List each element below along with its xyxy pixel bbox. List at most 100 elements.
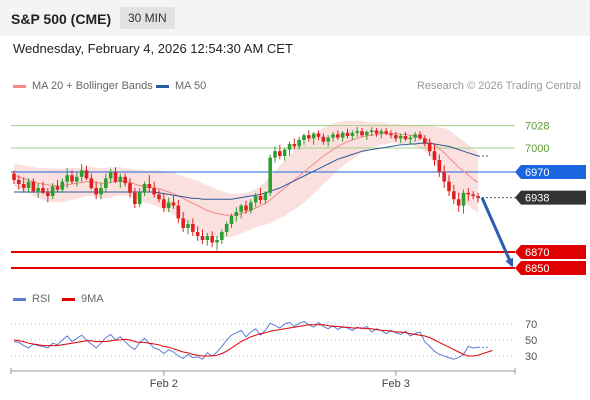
candle-body bbox=[268, 157, 272, 193]
candle-body bbox=[55, 186, 60, 190]
candle-body bbox=[123, 176, 127, 184]
candle-body bbox=[26, 181, 31, 188]
candles bbox=[12, 127, 480, 251]
candle-body bbox=[220, 232, 224, 240]
header-bar: S&P 500 (CME) 30 MIN bbox=[0, 0, 590, 36]
legend-rsi-swatch bbox=[13, 297, 26, 301]
candle-body bbox=[442, 172, 446, 182]
timeframe-button[interactable]: 30 MIN bbox=[120, 7, 175, 29]
source-credit: Research © 2026 Trading Central bbox=[416, 80, 581, 92]
forecast-arrow-head bbox=[505, 257, 514, 268]
candle-body bbox=[31, 181, 36, 192]
candle-body bbox=[12, 173, 16, 180]
rsi-line bbox=[13, 321, 479, 360]
candle-body bbox=[466, 192, 471, 195]
candle-body bbox=[384, 131, 388, 134]
candle-body bbox=[234, 212, 239, 216]
candle-body bbox=[413, 134, 417, 138]
level-tag-text-6850: 6850 bbox=[525, 263, 549, 275]
level-tag-text-6938: 6938 bbox=[525, 193, 549, 205]
legend-rsi-ma-swatch bbox=[62, 297, 75, 301]
candle-body bbox=[133, 192, 137, 204]
candle-body bbox=[89, 178, 94, 188]
candle-body bbox=[287, 144, 292, 150]
candle-body bbox=[229, 216, 234, 224]
candle-body bbox=[215, 240, 219, 243]
candle-body bbox=[437, 160, 442, 172]
level-tag-text-6970: 6970 bbox=[525, 167, 549, 179]
candle-body bbox=[99, 188, 103, 195]
candle-body bbox=[181, 218, 185, 228]
candle-body bbox=[307, 135, 311, 139]
legend-rsi: RSI bbox=[13, 293, 50, 305]
candle-body bbox=[379, 131, 384, 134]
candle-body bbox=[447, 181, 451, 192]
candle-body bbox=[84, 170, 89, 179]
legend-rsi-ma: 9MA bbox=[62, 293, 104, 305]
candle-body bbox=[456, 199, 461, 206]
legend-ma20-label: MA 20 + Bollinger Bands bbox=[32, 80, 153, 92]
forecast-arrow-shaft bbox=[480, 196, 514, 267]
level-tag-6850 bbox=[515, 261, 586, 275]
candle-body bbox=[104, 178, 108, 188]
candle-body bbox=[210, 236, 214, 243]
candle-body bbox=[471, 194, 475, 196]
candle-body bbox=[427, 143, 432, 152]
candle-body bbox=[292, 144, 297, 147]
candle-body bbox=[360, 131, 364, 136]
x-tick-label: Feb 3 bbox=[382, 378, 410, 390]
candle-body bbox=[249, 202, 253, 211]
candle-body bbox=[166, 202, 171, 208]
candle-body bbox=[369, 130, 374, 132]
candle-body bbox=[244, 205, 248, 211]
candle-body bbox=[191, 224, 195, 232]
rsi-tick-70: 70 bbox=[525, 319, 537, 331]
candle-body bbox=[50, 186, 55, 196]
level-tag-6970 bbox=[515, 165, 586, 179]
candle-body bbox=[137, 192, 142, 204]
rsi-tick-50: 50 bbox=[525, 335, 537, 347]
candle-body bbox=[94, 188, 98, 195]
candle-body bbox=[297, 140, 301, 147]
candle-body bbox=[108, 172, 113, 179]
candle-body bbox=[17, 180, 21, 184]
candle-body bbox=[345, 132, 350, 136]
candle-body bbox=[253, 196, 258, 203]
candle-body bbox=[70, 175, 74, 182]
candle-body bbox=[36, 188, 40, 192]
candle-body bbox=[311, 133, 316, 139]
candle-body bbox=[316, 133, 321, 137]
ma50-line bbox=[14, 142, 479, 200]
candle-body bbox=[331, 134, 335, 138]
candle-body bbox=[408, 137, 413, 140]
candle-body bbox=[75, 176, 79, 182]
candle-body bbox=[195, 232, 200, 236]
candle-body bbox=[273, 151, 277, 158]
candle-body bbox=[394, 135, 398, 139]
candle-body bbox=[142, 184, 147, 192]
level-label-7028: 7028 bbox=[525, 121, 549, 133]
candle-body bbox=[476, 196, 480, 198]
candle-body bbox=[418, 134, 422, 139]
legend-rsi-label: RSI bbox=[32, 293, 51, 305]
candle-body bbox=[65, 175, 69, 182]
rsi-tick-30: 30 bbox=[525, 351, 537, 363]
bollinger-band bbox=[14, 120, 478, 238]
candle-body bbox=[452, 191, 456, 200]
legend-rsi-ma-label: 9MA bbox=[81, 293, 104, 305]
legend-ma50-swatch bbox=[156, 84, 169, 88]
rsi-ma-line bbox=[13, 324, 493, 357]
level-tag-6870 bbox=[515, 245, 586, 259]
candle-body bbox=[374, 130, 379, 134]
candle-body bbox=[224, 224, 229, 232]
candle-body bbox=[46, 192, 50, 196]
candle-body bbox=[302, 135, 306, 140]
candle-body bbox=[340, 132, 345, 138]
candle-body bbox=[60, 181, 65, 190]
candle-body bbox=[258, 196, 263, 200]
candle-body bbox=[79, 170, 84, 177]
candle-body bbox=[389, 133, 393, 136]
candle-body bbox=[365, 132, 369, 136]
candle-body bbox=[186, 224, 190, 228]
